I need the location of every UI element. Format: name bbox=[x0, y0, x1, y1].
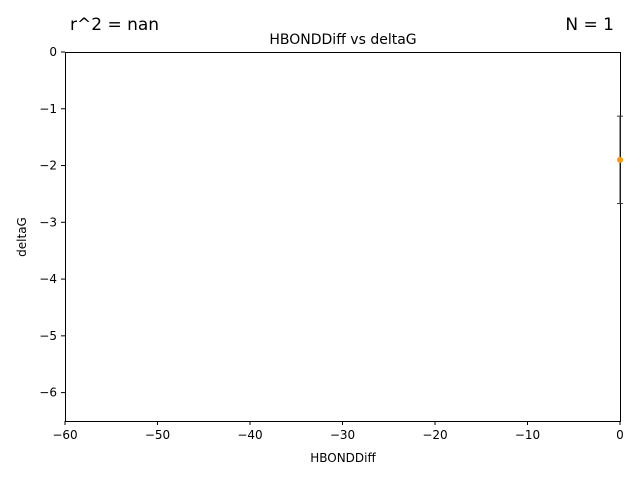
plot-area bbox=[65, 52, 621, 422]
y-tick-label: −4 bbox=[39, 272, 57, 286]
r-squared-label: r^2 = nan bbox=[70, 15, 159, 35]
data-point bbox=[617, 156, 623, 163]
x-tick-label: −30 bbox=[330, 428, 355, 442]
x-axis-label: HBONDDiff bbox=[310, 451, 376, 465]
x-axis: −60 −50 −40 −30 −20 −10 0 bbox=[52, 421, 624, 442]
y-tick-label: −5 bbox=[39, 329, 57, 343]
y-tick-label: −3 bbox=[39, 215, 57, 229]
x-tick-label: 0 bbox=[616, 428, 624, 442]
x-tick-label: −50 bbox=[145, 428, 170, 442]
y-axis-label: deltaG bbox=[15, 217, 29, 257]
y-axis: 0 −1 −2 −3 −4 −5 −6 bbox=[39, 45, 65, 400]
y-tick-label: 0 bbox=[49, 45, 57, 59]
y-tick-label: −6 bbox=[39, 386, 57, 400]
chart-title: HBONDDiff vs deltaG bbox=[269, 32, 416, 48]
data-series bbox=[617, 115, 623, 205]
x-tick-label: −20 bbox=[422, 428, 447, 442]
x-tick-label: −10 bbox=[515, 428, 540, 442]
x-tick-label: −60 bbox=[52, 428, 77, 442]
x-tick-label: −40 bbox=[237, 428, 262, 442]
sample-count-label: N = 1 bbox=[565, 15, 614, 35]
y-tick-label: −1 bbox=[39, 102, 57, 116]
y-tick-label: −2 bbox=[39, 159, 57, 173]
